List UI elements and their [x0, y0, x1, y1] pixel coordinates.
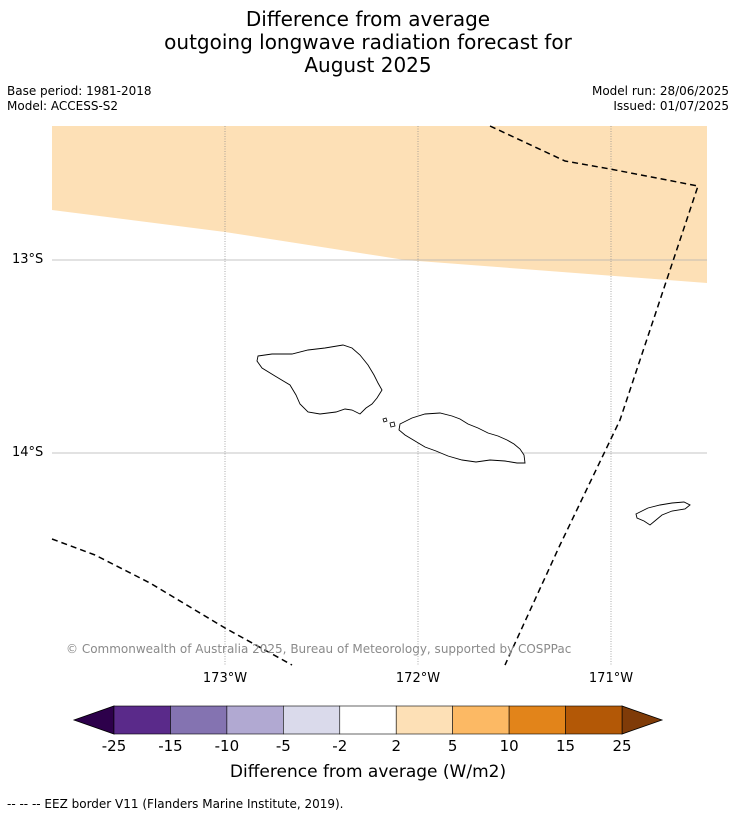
meta-left: Base period: 1981-2018 Model: ACCESS-S2	[7, 84, 152, 114]
colorbar-tick-label: -2	[332, 737, 348, 755]
colorbar-tick-label: 2	[391, 737, 401, 755]
colorbar-swatch	[113, 705, 171, 735]
island-savaii	[256, 344, 383, 415]
island-upolu	[398, 412, 526, 464]
colorbar-tick-label: -5	[275, 737, 291, 755]
issued-date: Issued: 01/07/2025	[613, 99, 729, 113]
colorbar-tick-label: 15	[556, 737, 576, 755]
copyright-notice: © Commonwealth of Australia 2025, Bureau…	[66, 642, 572, 656]
model-run: Model run: 28/06/2025	[591, 84, 729, 98]
eez-border-southwest	[51, 538, 293, 666]
lat-label-13s: 13°S	[12, 252, 44, 267]
eez-border-east	[489, 125, 699, 666]
title-line-1: Difference from average	[245, 7, 491, 31]
colorbar-tick-label: -15	[158, 737, 183, 755]
lat-label-14s: 14°S	[12, 445, 44, 460]
model-name: Model: ACCESS-S2	[7, 99, 119, 113]
title-line-2: outgoing longwave radiation forecast for	[164, 30, 572, 54]
colorbar-swatch	[508, 705, 566, 735]
colorbar-swatch	[226, 705, 284, 735]
meta-right: Model run: 28/06/2025 Issued: 01/07/2025	[592, 84, 729, 114]
colorbar-tick-label: 25	[612, 737, 632, 755]
colorbar-tick-label: -10	[214, 737, 240, 755]
colorbar-tick-label: 5	[447, 737, 458, 755]
colorbar-swatch	[452, 705, 510, 735]
island-manono	[389, 421, 396, 428]
colorbar-tick-label: -25	[101, 737, 127, 755]
base-period: Base period: 1981-2018	[7, 84, 152, 98]
colorbar-swatch	[170, 705, 228, 735]
colorbar-extend-low	[72, 705, 115, 735]
eez-legend-note: -- -- -- EEZ border V11 (Flanders Marine…	[7, 797, 344, 811]
colorbar-swatch	[565, 705, 623, 735]
colorbar-extend-high	[621, 705, 664, 735]
lon-label-172w: 172°W	[395, 671, 441, 686]
colorbar	[72, 705, 664, 735]
colorbar-label: Difference from average (W/m2)	[229, 762, 507, 782]
chart-title: Difference from average outgoing longwav…	[0, 8, 736, 77]
lon-label-171w: 171°W	[588, 671, 634, 686]
colorbar-swatch	[339, 705, 397, 735]
colorbar-swatch	[395, 705, 453, 735]
lon-label-173w: 173°W	[202, 671, 248, 686]
island-apolima	[382, 417, 388, 423]
title-line-3: August 2025	[304, 53, 432, 77]
colorbar-tick-label: 10	[499, 737, 519, 755]
anomaly-region	[52, 126, 707, 283]
colorbar-swatch	[283, 705, 341, 735]
island-tutuila	[635, 501, 691, 526]
